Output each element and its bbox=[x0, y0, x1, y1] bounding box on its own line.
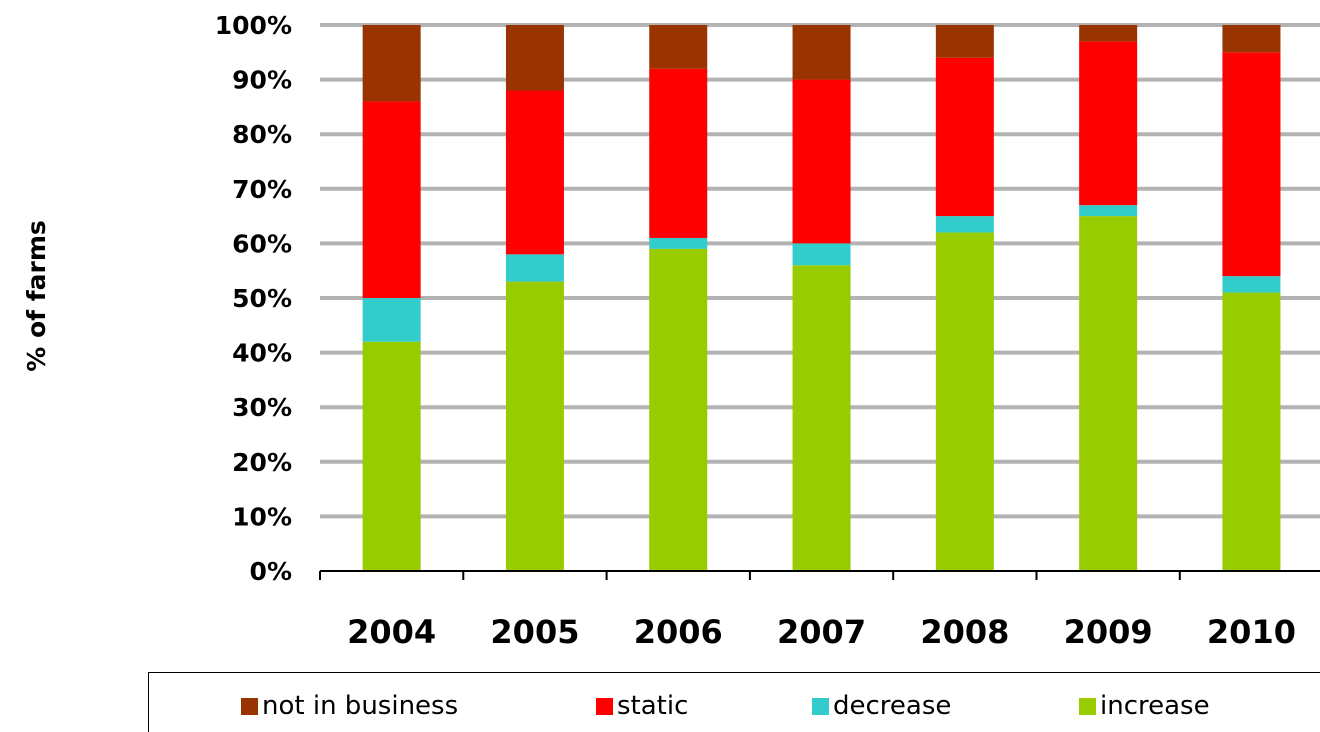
bar-segment-not-in-business-2006 bbox=[649, 25, 708, 69]
y-axis-label: % of farms bbox=[22, 220, 51, 372]
bar-segment-static-2005 bbox=[505, 90, 564, 255]
y-tick-label: 70% bbox=[232, 175, 292, 204]
legend-label: static bbox=[617, 691, 689, 721]
bar-segment-not-in-business-2005 bbox=[505, 25, 564, 91]
y-tick-label: 50% bbox=[232, 284, 292, 313]
legend-swatch bbox=[596, 697, 613, 715]
legend-item-static: static bbox=[596, 691, 688, 721]
y-tick-label: 20% bbox=[232, 448, 292, 477]
y-tick-label: 90% bbox=[232, 66, 292, 95]
x-category-label: 2006 bbox=[634, 613, 723, 651]
bar-segment-decrease-2007 bbox=[792, 243, 851, 266]
bar-segment-static-2008 bbox=[935, 57, 994, 217]
legend-label: not in business bbox=[262, 691, 459, 721]
bar-segment-static-2007 bbox=[792, 79, 851, 244]
bar-segment-increase-2008 bbox=[935, 232, 994, 572]
bar-segment-decrease-2006 bbox=[649, 237, 708, 249]
bar-segment-increase-2005 bbox=[505, 281, 564, 571]
bar-segment-not-in-business-2007 bbox=[792, 25, 851, 80]
bar-segment-static-2009 bbox=[1079, 41, 1138, 206]
bar-segment-decrease-2008 bbox=[935, 216, 994, 233]
y-tick-label: 100% bbox=[215, 11, 292, 40]
legend-item-increase: increase bbox=[1079, 691, 1210, 721]
bar-segment-not-in-business-2004 bbox=[362, 25, 421, 102]
bar-segment-not-in-business-2010 bbox=[1222, 25, 1281, 53]
bar-segment-decrease-2004 bbox=[362, 298, 421, 342]
x-category-label: 2005 bbox=[490, 613, 579, 651]
legend-item-decrease: decrease bbox=[812, 691, 951, 721]
bar-segment-increase-2009 bbox=[1079, 216, 1138, 571]
bar-segment-increase-2004 bbox=[362, 341, 421, 571]
legend-label: increase bbox=[1100, 691, 1210, 721]
y-tick-label: 60% bbox=[232, 229, 292, 258]
bar-segment-decrease-2009 bbox=[1079, 205, 1138, 217]
bar-segment-increase-2010 bbox=[1222, 292, 1281, 571]
bar-segment-static-2004 bbox=[362, 101, 421, 298]
bar-segment-static-2006 bbox=[649, 68, 708, 238]
y-tick-label: 80% bbox=[232, 120, 292, 149]
x-category-label: 2007 bbox=[777, 613, 866, 651]
legend-label: decrease bbox=[833, 691, 952, 721]
y-tick-label: 0% bbox=[250, 557, 292, 586]
y-tick-label: 30% bbox=[232, 393, 292, 422]
bar-segment-not-in-business-2009 bbox=[1079, 25, 1138, 42]
x-category-label: 2009 bbox=[1064, 613, 1153, 651]
legend-swatch bbox=[1079, 697, 1096, 715]
stacked-bar-chart: 0% 10% 20% 30% 40% 50% 60% 70% 80% 90% 100% 2004 200… bbox=[22, 11, 1320, 651]
y-tick-label: 10% bbox=[232, 502, 292, 531]
bar-segment-increase-2006 bbox=[649, 248, 708, 572]
bar-segment-decrease-2010 bbox=[1222, 276, 1281, 293]
bar-segment-increase-2007 bbox=[792, 265, 851, 571]
bar-segment-decrease-2005 bbox=[505, 254, 564, 282]
legend-item-not-in-business: not in business bbox=[241, 691, 458, 721]
legend-swatch bbox=[241, 697, 258, 715]
legend-swatch bbox=[812, 697, 829, 715]
y-tick-label: 40% bbox=[232, 339, 292, 368]
x-category-label: 2008 bbox=[920, 613, 1009, 651]
bar-segment-not-in-business-2008 bbox=[935, 25, 994, 58]
x-category-label: 2004 bbox=[347, 613, 436, 651]
x-category-label: 2010 bbox=[1207, 613, 1296, 651]
bar-segment-static-2010 bbox=[1222, 52, 1281, 277]
chart-legend: not in business static decrease increase bbox=[148, 672, 1320, 732]
